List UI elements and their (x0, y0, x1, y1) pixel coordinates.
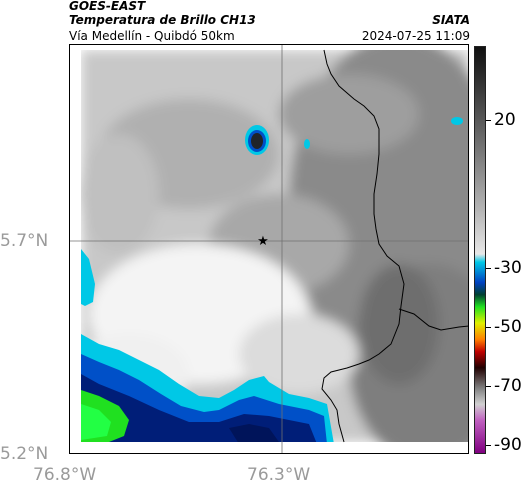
cold-cell-north (245, 125, 269, 155)
colorbar-tick (486, 119, 491, 121)
cold-patch-west (81, 249, 95, 306)
map-frame (69, 44, 469, 454)
no-data-bottom (69, 442, 469, 454)
product-title: Temperatura de Brillo CH13 (69, 13, 256, 27)
colorbar (474, 46, 486, 454)
colorbar-tick-label: -70 (494, 376, 522, 396)
cold-cell-east (451, 117, 463, 125)
lat-label-5-2: 5.2°N (0, 444, 49, 464)
colorbar-tick (486, 326, 491, 328)
colorbar-tick (486, 267, 491, 269)
star-icon: ★ (257, 234, 269, 249)
cold-band-south (81, 334, 334, 444)
colorbar-tick-label: -90 (494, 435, 522, 456)
lon-label-76-8: 76.8°W (33, 465, 97, 485)
timestamp-label: 2024-07-25 11:09 (361, 29, 470, 43)
border-line-main (321, 49, 405, 443)
no-data-left (69, 44, 81, 454)
colorbar-tick-label: -30 (494, 257, 522, 278)
no-data-top (69, 44, 469, 50)
region-subtitle: Vía Medellín - Quibdó 50km (69, 29, 235, 43)
colorbar-tick-label: -50 (494, 316, 522, 337)
border-line-east (398, 308, 469, 331)
colorbar-tick (486, 386, 491, 387)
lon-label-76-3: 76.3°W (247, 465, 311, 485)
brightness-temperature-map[interactable]: ★ (69, 44, 469, 454)
agency-label: SIATA (432, 13, 470, 27)
colorbar-tick-label: 20 (494, 109, 516, 130)
cold-cell-small (304, 139, 310, 149)
satellite-title: GOES-EAST (69, 0, 146, 13)
colorbar-tick (486, 445, 491, 447)
lat-label-5-7: 5.7°N (0, 231, 49, 251)
